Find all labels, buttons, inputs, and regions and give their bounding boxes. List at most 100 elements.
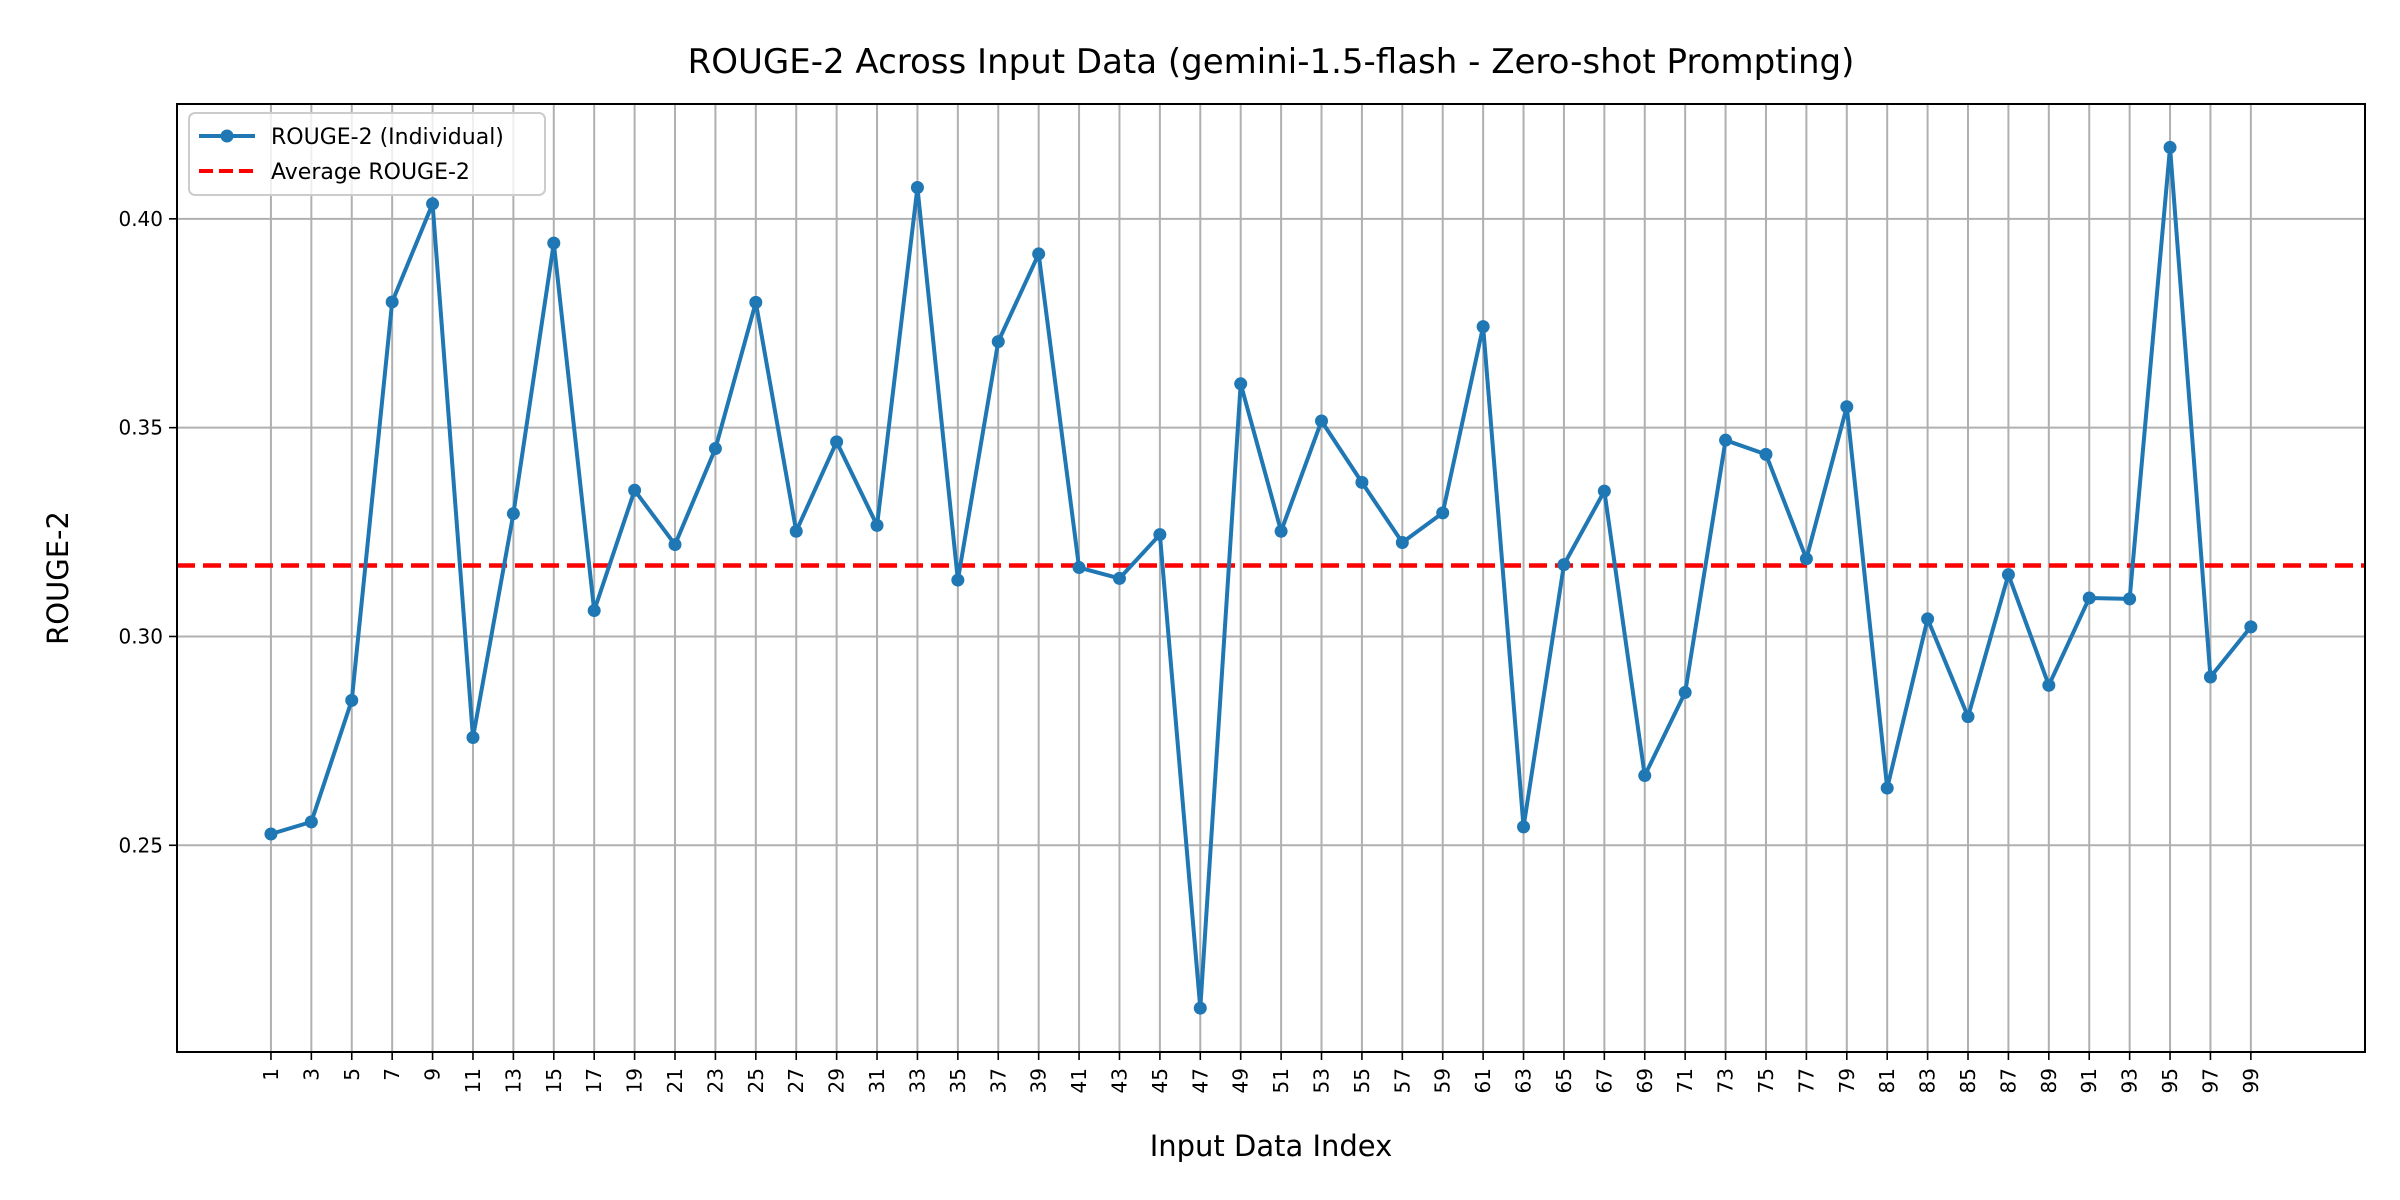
- x-tick-label: 89: [2037, 1068, 2061, 1093]
- data-point: [1799, 552, 1813, 566]
- data-point: [1234, 377, 1248, 391]
- data-point: [1678, 685, 1692, 699]
- data-point: [708, 442, 722, 456]
- x-tick-label: 31: [865, 1068, 889, 1093]
- x-tick-label: 27: [784, 1068, 808, 1093]
- data-point: [2001, 568, 2015, 582]
- x-tick-label: 85: [1956, 1068, 1980, 1093]
- data-point: [668, 538, 682, 552]
- x-tick-label: 1: [259, 1068, 283, 1081]
- x-tick-label: 75: [1754, 1068, 1778, 1093]
- x-tick-label: 67: [1592, 1068, 1616, 1093]
- data-point: [1638, 769, 1652, 783]
- x-tick-label: 7: [380, 1068, 404, 1081]
- x-tick-label: 87: [1996, 1068, 2020, 1093]
- data-point: [2123, 592, 2137, 606]
- data-point: [1193, 1001, 1207, 1015]
- x-tick-label: 69: [1633, 1068, 1657, 1093]
- data-point: [628, 483, 642, 497]
- x-axis: 1 3 5 7 9 11 13 15 17 19 21 23 25 27 29 31 33 35 37 39 41 43 4…: [259, 1052, 2263, 1093]
- data-point: [1880, 781, 1894, 795]
- x-tick-label: 3: [299, 1068, 323, 1081]
- x-tick-label: 59: [1431, 1068, 1455, 1093]
- x-tick-label: 83: [1916, 1068, 1940, 1093]
- data-point: [304, 815, 318, 829]
- y-axis-label: ROUGE-2: [41, 511, 75, 645]
- x-tick-label: 71: [1673, 1068, 1697, 1093]
- series-line-individual: [270, 145, 2253, 1011]
- x-tick-label: 17: [582, 1068, 606, 1093]
- x-tick-label: 77: [1794, 1068, 1818, 1093]
- x-tick-label: 13: [501, 1068, 525, 1093]
- data-point: [951, 573, 965, 587]
- x-tick-label: 41: [1067, 1068, 1091, 1093]
- data-point: [506, 507, 520, 521]
- data-point: [1719, 433, 1733, 447]
- data-point: [1597, 484, 1611, 498]
- data-point: [2163, 140, 2177, 154]
- data-point: [1840, 400, 1854, 414]
- data-point: [910, 181, 924, 195]
- data-point: [345, 693, 359, 707]
- x-tick-label: 43: [1107, 1068, 1131, 1093]
- data-point: [789, 524, 803, 538]
- x-tick-label: 61: [1471, 1068, 1495, 1093]
- x-tick-label: 49: [1229, 1068, 1253, 1093]
- legend: ROUGE-2 (Individual) Average ROUGE-2: [188, 112, 546, 196]
- data-point: [426, 197, 440, 211]
- x-tick-label: 35: [946, 1068, 970, 1093]
- data-point: [1315, 414, 1329, 428]
- y-tick-label: 0.40: [118, 207, 163, 231]
- plot-frame: [176, 103, 2366, 1053]
- x-tick-label: 95: [2158, 1068, 2182, 1093]
- data-point: [1274, 524, 1288, 538]
- data-point: [1557, 558, 1571, 572]
- data-point: [466, 731, 480, 745]
- x-tick-label: 45: [1148, 1068, 1172, 1093]
- x-tick-label: 79: [1835, 1068, 1859, 1093]
- data-point: [587, 604, 601, 618]
- x-tick-label: 51: [1269, 1068, 1293, 1093]
- x-tick-label: 39: [1027, 1068, 1051, 1093]
- data-point: [1476, 320, 1490, 334]
- x-tick-label: 25: [744, 1068, 768, 1093]
- x-tick-label: 11: [461, 1068, 485, 1093]
- data-point: [1436, 506, 1450, 520]
- x-tick-label: 23: [703, 1068, 727, 1093]
- legend-marker-individual: [220, 129, 234, 143]
- x-tick-label: 97: [2198, 1068, 2222, 1093]
- legend-label-individual: ROUGE-2 (Individual): [271, 125, 504, 150]
- x-axis-label: Input Data Index: [1150, 1129, 1393, 1163]
- data-point: [1032, 247, 1046, 261]
- data-point: [1921, 612, 1935, 626]
- data-point: [830, 435, 844, 449]
- data-point: [385, 295, 399, 309]
- data-point: [547, 236, 561, 250]
- x-tick-label: 19: [623, 1068, 647, 1093]
- data-point: [1112, 571, 1126, 585]
- legend-box: [188, 112, 546, 196]
- individual-series: [264, 140, 2258, 1015]
- data-point: [1355, 475, 1369, 489]
- x-tick-label: 99: [2239, 1068, 2263, 1093]
- y-tick-label: 0.25: [118, 833, 163, 857]
- data-point: [264, 827, 278, 841]
- data-point: [2203, 670, 2217, 684]
- y-axis: 0.25 0.30 0.35 0.40: [118, 207, 177, 857]
- data-point: [1072, 561, 1086, 575]
- data-point: [1517, 820, 1531, 834]
- x-tick-label: 9: [421, 1068, 445, 1081]
- x-tick-label: 93: [2118, 1068, 2142, 1093]
- data-point: [1153, 528, 1167, 542]
- x-tick-label: 65: [1552, 1068, 1576, 1093]
- y-tick-label: 0.30: [118, 624, 163, 648]
- x-tick-label: 57: [1390, 1068, 1414, 1093]
- x-tick-label: 5: [340, 1068, 364, 1081]
- chart-title: ROUGE-2 Across Input Data (gemini-1.5-fl…: [688, 42, 1855, 82]
- x-tick-label: 63: [1512, 1068, 1536, 1093]
- x-tick-label: 33: [905, 1068, 929, 1093]
- x-tick-label: 29: [825, 1068, 849, 1093]
- data-point: [1961, 710, 1975, 724]
- x-tick-label: 73: [1714, 1068, 1738, 1093]
